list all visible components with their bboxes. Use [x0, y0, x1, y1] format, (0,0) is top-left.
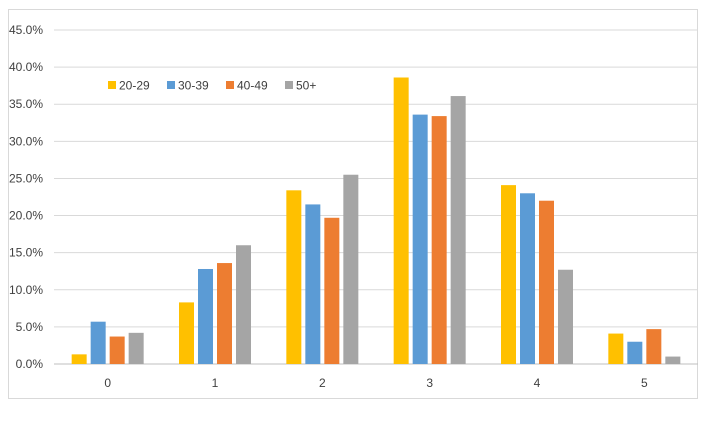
y-tick-label: 15.0%	[9, 246, 43, 260]
bar-20-29-5	[608, 333, 624, 364]
legend-swatch	[226, 81, 234, 89]
x-tick-label: 0	[104, 376, 111, 390]
y-tick-label: 10.0%	[9, 283, 43, 297]
x-tick-label: 3	[426, 376, 433, 390]
bar-20-29-4	[501, 185, 516, 364]
bar-40-49-1	[217, 263, 232, 364]
y-tick-label: 0.0%	[16, 357, 44, 371]
y-tick-label: 20.0%	[9, 209, 43, 223]
bar-50+-2	[343, 174, 359, 364]
bar-30-39-3	[412, 114, 428, 364]
bar-50+-5	[665, 356, 681, 364]
legend-label: 50+	[296, 79, 316, 93]
bar-40-49-5	[646, 329, 662, 364]
x-tick-label: 5	[641, 376, 648, 390]
legend-swatch	[285, 81, 293, 89]
bar-50+-4	[558, 269, 573, 364]
bar-40-49-3	[431, 116, 447, 364]
legend-label: 30-39	[178, 79, 209, 93]
bar-30-39-2	[305, 204, 321, 364]
bar-20-29-0	[71, 354, 87, 364]
bar-50+-1	[236, 245, 251, 364]
legend-swatch	[108, 81, 116, 89]
y-tick-label: 40.0%	[9, 60, 43, 74]
legend-swatch	[167, 81, 175, 89]
y-tick-label: 45.0%	[9, 23, 43, 37]
y-tick-label: 25.0%	[9, 171, 43, 185]
y-tick-label: 5.0%	[16, 320, 44, 334]
bar-30-39-1	[198, 268, 213, 364]
bar-20-29-1	[179, 302, 194, 364]
bar-50+-0	[128, 332, 144, 364]
legend-label: 20-29	[119, 79, 150, 93]
bar-20-29-3	[393, 77, 409, 364]
bar-30-39-5	[627, 341, 643, 364]
bar-40-49-4	[539, 200, 554, 364]
bar-20-29-2	[286, 190, 302, 364]
x-tick-label: 2	[319, 376, 326, 390]
bar-30-39-4	[520, 193, 535, 364]
x-tick-label: 1	[212, 376, 219, 390]
bar-40-49-2	[324, 217, 340, 364]
bar-40-49-0	[109, 336, 125, 364]
bar-30-39-0	[90, 321, 106, 364]
y-tick-label: 35.0%	[9, 97, 43, 111]
y-tick-label: 30.0%	[9, 134, 43, 148]
x-tick-label: 4	[534, 376, 541, 390]
bar-50+-3	[450, 96, 466, 365]
legend-label: 40-49	[237, 79, 268, 93]
